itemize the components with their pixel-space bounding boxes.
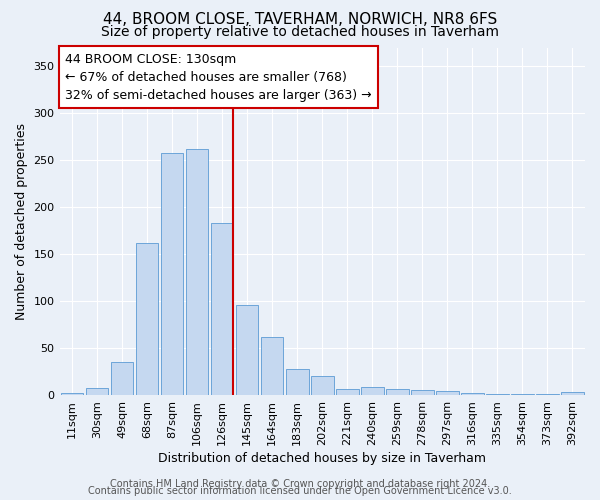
Bar: [536, 394, 559, 395]
Y-axis label: Number of detached properties: Number of detached properties: [15, 123, 28, 320]
X-axis label: Distribution of detached houses by size in Taverham: Distribution of detached houses by size …: [158, 452, 486, 465]
Bar: [86, 388, 109, 395]
Bar: [436, 392, 458, 395]
Text: Size of property relative to detached houses in Taverham: Size of property relative to detached ho…: [101, 25, 499, 39]
Bar: [111, 362, 133, 395]
Bar: [486, 394, 509, 395]
Bar: [561, 392, 584, 395]
Bar: [186, 149, 208, 395]
Bar: [61, 393, 83, 395]
Text: 44, BROOM CLOSE, TAVERHAM, NORWICH, NR8 6FS: 44, BROOM CLOSE, TAVERHAM, NORWICH, NR8 …: [103, 12, 497, 28]
Text: Contains public sector information licensed under the Open Government Licence v3: Contains public sector information licen…: [88, 486, 512, 496]
Bar: [336, 390, 359, 395]
Bar: [311, 376, 334, 395]
Bar: [286, 369, 308, 395]
Bar: [161, 152, 184, 395]
Bar: [386, 390, 409, 395]
Text: 44 BROOM CLOSE: 130sqm
← 67% of detached houses are smaller (768)
32% of semi-de: 44 BROOM CLOSE: 130sqm ← 67% of detached…: [65, 52, 371, 102]
Bar: [411, 390, 434, 395]
Bar: [361, 386, 383, 395]
Text: Contains HM Land Registry data © Crown copyright and database right 2024.: Contains HM Land Registry data © Crown c…: [110, 479, 490, 489]
Bar: [261, 337, 283, 395]
Bar: [211, 223, 233, 395]
Bar: [136, 243, 158, 395]
Bar: [461, 393, 484, 395]
Bar: [511, 394, 534, 395]
Bar: [236, 305, 259, 395]
